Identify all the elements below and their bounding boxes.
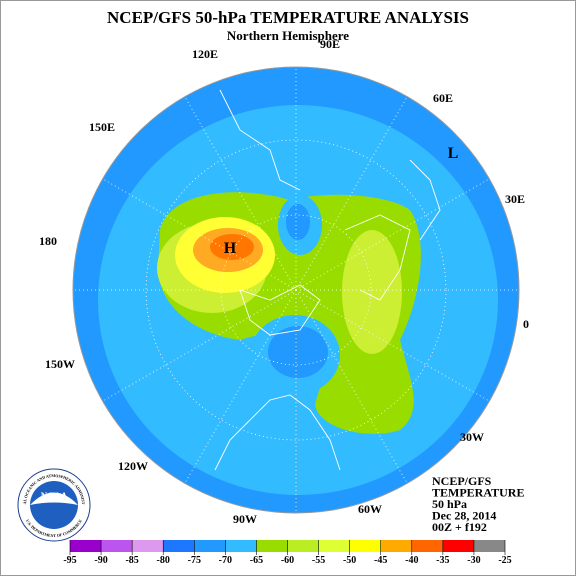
- title: NCEP/GFS 50-hPa TEMPERATURE ANALYSIS: [107, 8, 469, 27]
- longitude-label: 0: [523, 317, 529, 331]
- colorbar-segment: [411, 540, 443, 552]
- longitude-label: 30E: [505, 192, 525, 206]
- info-line: 50 hPa: [432, 497, 467, 511]
- colorbar-label: -90: [94, 555, 107, 566]
- colorbar-segment: [318, 540, 350, 552]
- colorbar-segment: [380, 540, 412, 552]
- colorbar-segment: [442, 540, 474, 552]
- colorbar-label: -95: [63, 555, 76, 566]
- longitude-label: 60W: [358, 502, 382, 516]
- temperature-field: [73, 67, 519, 513]
- colorbar-segment: [256, 540, 288, 552]
- colorbar-segment: [473, 540, 505, 552]
- colorbar-segment: [101, 540, 133, 552]
- longitude-label: 180: [39, 234, 57, 248]
- longitude-label: 90E: [320, 37, 340, 51]
- colorbar-label: -85: [125, 555, 138, 566]
- colorbar-segment: [225, 540, 257, 552]
- longitude-label: 120W: [118, 459, 148, 473]
- low-marker: L: [448, 145, 459, 162]
- longitude-label: 150E: [89, 120, 115, 134]
- colorbar-segment: [70, 540, 102, 552]
- longitude-label: 90W: [233, 512, 257, 526]
- colorbar-label: -65: [250, 555, 263, 566]
- longitude-label: 60E: [433, 91, 453, 105]
- colorbar-segment: [194, 540, 226, 552]
- colorbar-segment: [163, 540, 195, 552]
- map-rim: [72, 66, 520, 514]
- colorbar-label: -70: [219, 555, 232, 566]
- info-line: Dec 28, 2014: [432, 509, 496, 523]
- subtitle: Northern Hemisphere: [227, 28, 349, 43]
- colorbar-label: -80: [157, 555, 170, 566]
- colorbar-segment: [287, 540, 319, 552]
- info-line: NCEP/GFS: [432, 474, 492, 488]
- longitude-label: 150W: [45, 357, 75, 371]
- longitude-label: 120E: [192, 47, 218, 61]
- longitude-label: 30W: [460, 430, 484, 444]
- colorbar-label: -60: [281, 555, 294, 566]
- info-line: 00Z + f192: [432, 520, 487, 534]
- colorbar-label: -35: [436, 555, 449, 566]
- colorbar-label: -40: [405, 555, 418, 566]
- colorbar-label: -30: [467, 555, 480, 566]
- colorbar-label: -55: [312, 555, 325, 566]
- colorbar-segment: [349, 540, 381, 552]
- high-marker: H: [224, 240, 237, 257]
- info-line: TEMPERATURE: [432, 486, 524, 500]
- colorbar-label: -50: [343, 555, 356, 566]
- colorbar-label: -75: [188, 555, 201, 566]
- colorbar-segment: [132, 540, 164, 552]
- colorbar-label: -25: [498, 555, 511, 566]
- logo-text: NOAA: [41, 491, 68, 501]
- colorbar-label: -45: [374, 555, 387, 566]
